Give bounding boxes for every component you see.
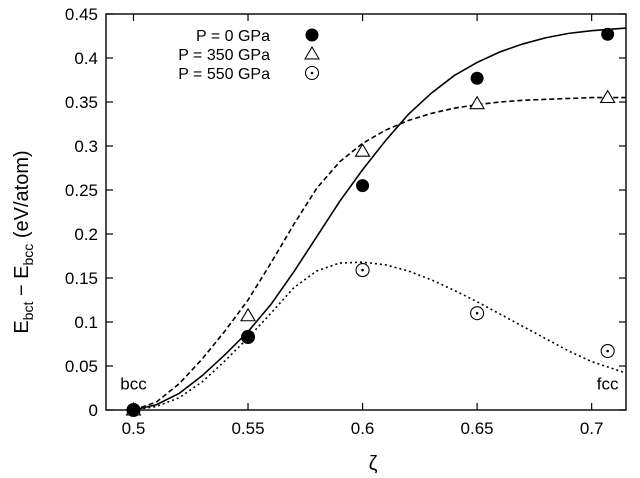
x-tick-label: 0.55 [231, 419, 264, 438]
annotations: bcc fcc [120, 375, 619, 394]
data-point-series-1 [599, 89, 616, 104]
data-point-series-2 [355, 263, 370, 278]
data-point-series-0 [470, 71, 484, 85]
legend-label: P = 0 GPa [196, 28, 270, 45]
series-line-0 [133, 27, 626, 410]
legend-label: P = 350 GPa [178, 47, 270, 64]
data-point-series-2 [470, 306, 485, 321]
y-tick-label: 0.3 [74, 137, 98, 156]
curves [133, 27, 626, 410]
data-point-series-2 [600, 343, 615, 359]
axes: 0.5 0.55 0.6 0.65 0.7 0 0.05 0.1 0.15 0.2 0.25 0.3 0… [65, 5, 627, 438]
legend: P = 0 GPa P = 350 GPa P = 550 GPa [178, 28, 320, 83]
y-tick-label: 0.15 [65, 269, 98, 288]
x-axis-label: ζ [369, 453, 378, 475]
data-point-series-2-dot [475, 311, 479, 315]
annotation-label: fcc [597, 375, 619, 394]
y-tick-label: 0.4 [74, 49, 98, 68]
data-point-series-1 [240, 307, 256, 322]
y-tick-label: 0.1 [74, 313, 98, 332]
y-label-e1: E [11, 320, 33, 333]
data-point-series-0 [601, 27, 615, 41]
y-label-unit: (eV/atom) [11, 150, 33, 243]
plot-frame [105, 13, 627, 411]
y-tick-label: 0.25 [65, 181, 98, 200]
legend-label: P = 550 GPa [178, 66, 270, 83]
x-tick-label: 0.5 [122, 419, 146, 438]
markers [125, 27, 616, 418]
data-point-series-2-dot [361, 268, 364, 272]
y-label-sub1: bct [20, 302, 36, 321]
y-tick-label: 0.45 [65, 5, 98, 24]
x-tick-label: 0.6 [351, 419, 375, 438]
data-point-series-0 [126, 403, 140, 417]
data-point-series-2-dot [606, 349, 609, 353]
y-tick-label: 0 [89, 401, 98, 420]
series-line-2 [133, 261, 626, 410]
x-tick-label: 0.65 [461, 419, 494, 438]
legend-marker-1 [304, 45, 320, 60]
x-tick-label: 0.7 [580, 419, 604, 438]
legend-marker-0 [305, 28, 319, 42]
annotation-label: bcc [120, 375, 147, 394]
y-label-sub2: bcc [20, 244, 36, 266]
data-point-series-1 [469, 95, 486, 110]
y-label-mid: − E [11, 265, 33, 301]
series-line-1 [133, 96, 626, 410]
data-point-series-1 [354, 143, 371, 157]
legend-marker-2-dot [310, 71, 314, 75]
legend-marker-2 [304, 65, 320, 81]
data-point-series-0 [356, 179, 370, 193]
y-tick-label: 0.2 [74, 225, 98, 244]
y-tick-label: 0.05 [65, 357, 98, 376]
data-point-series-0 [241, 330, 255, 344]
y-tick-label: 0.35 [65, 93, 98, 112]
y-axis-label: Ebct − Ebcc (eV/atom) [11, 150, 36, 333]
